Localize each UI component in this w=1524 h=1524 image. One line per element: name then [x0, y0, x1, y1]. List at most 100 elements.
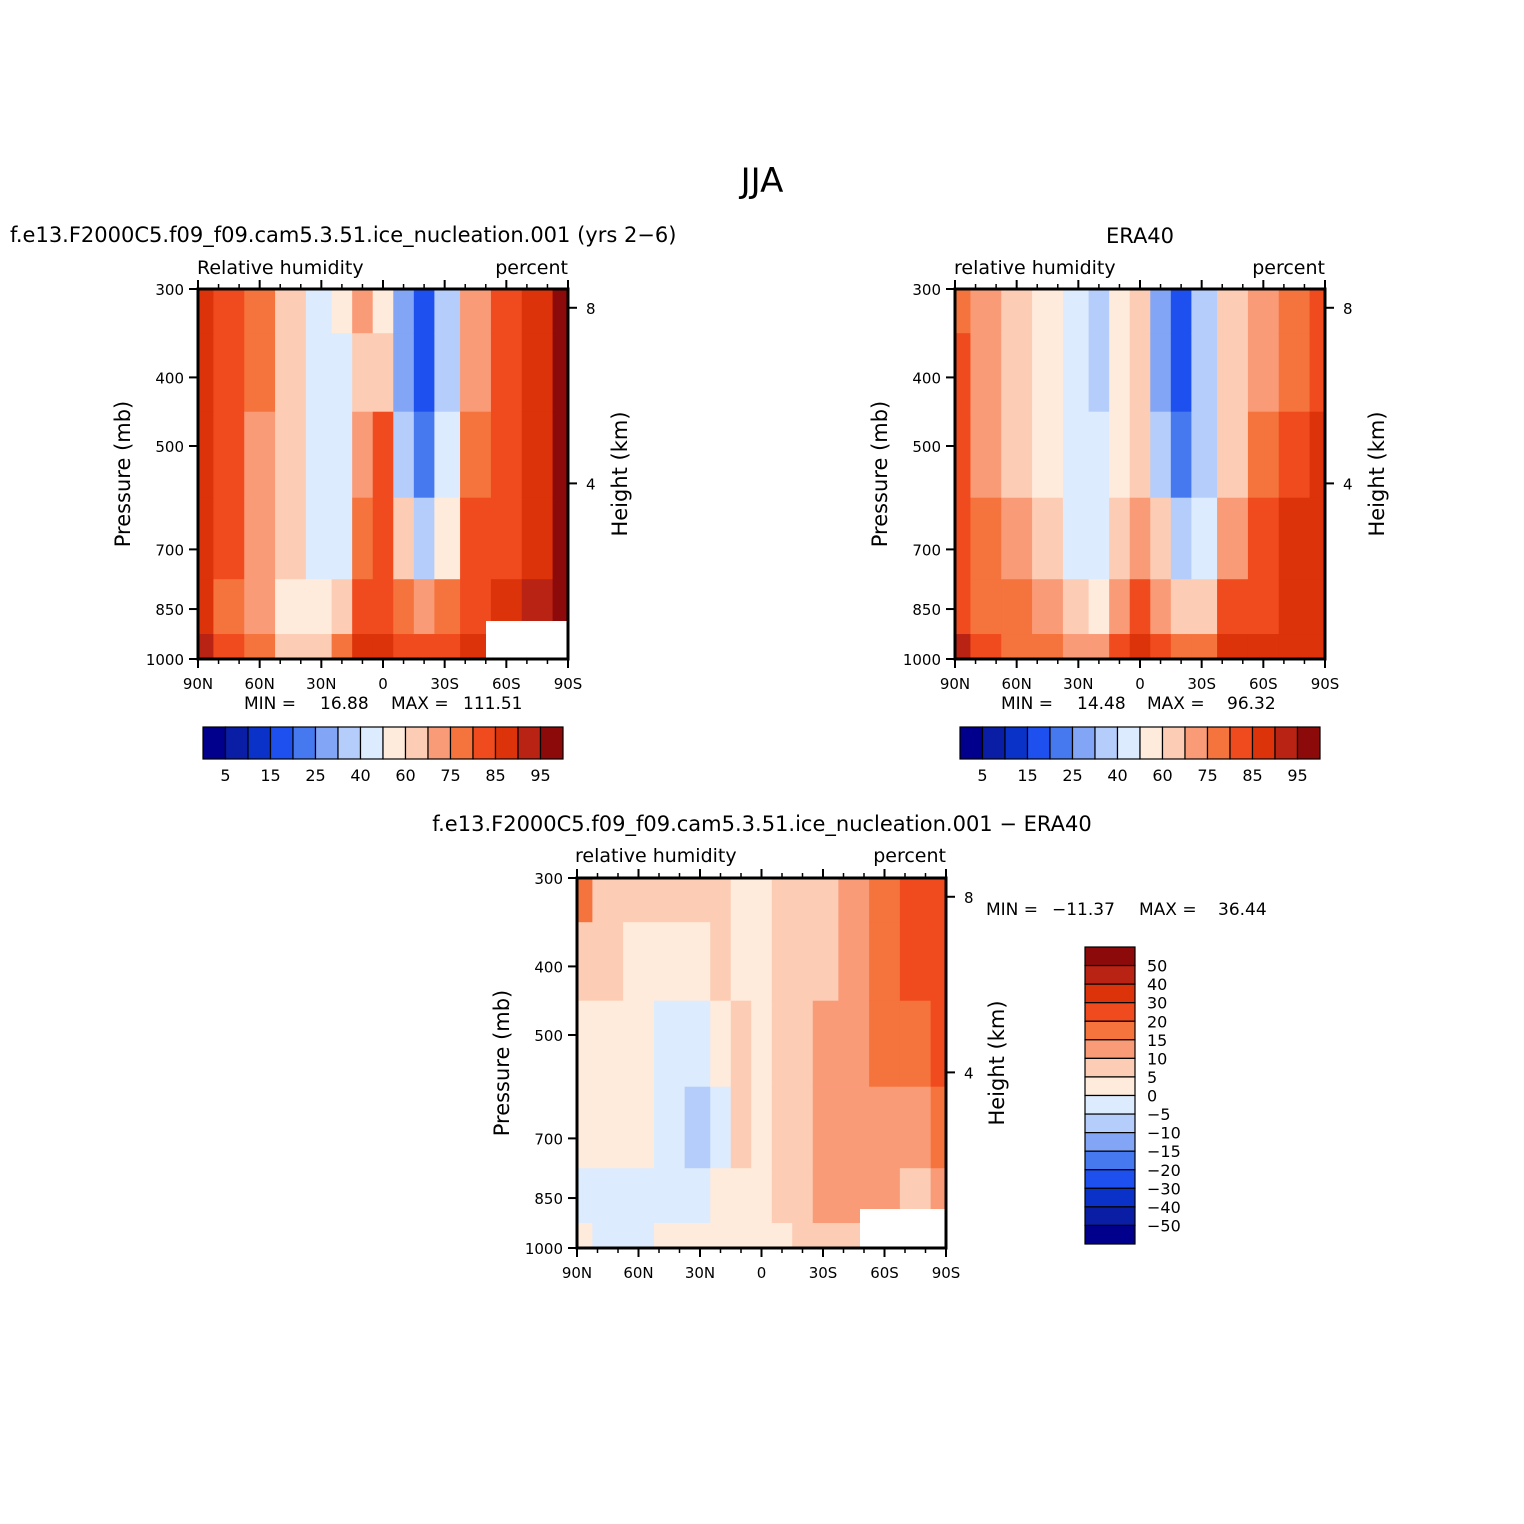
field-cell: [352, 634, 374, 660]
field-cell: [710, 878, 732, 923]
field-cell: [1278, 289, 1311, 334]
field-cell: [623, 878, 655, 923]
y2-tick-label: 4: [964, 1064, 974, 1082]
field-cell: [653, 1000, 686, 1088]
panel-difference-max-label: MAX =: [1139, 900, 1197, 920]
field-cell: [577, 1223, 593, 1249]
field-cell: [1109, 634, 1131, 660]
field-cell: [521, 333, 554, 413]
colorbar-label: 40: [350, 766, 370, 785]
y-tick-label: 300: [155, 281, 184, 299]
field-cell: [955, 497, 972, 580]
panel-difference-variable-label: relative humidity: [575, 845, 737, 867]
field-cell: [372, 497, 394, 580]
colorbar-swatch: [1084, 1169, 1136, 1189]
field-cell: [1062, 289, 1090, 334]
field-cell: [213, 497, 245, 580]
panel-model-y-axis-label: Pressure (mb): [111, 401, 135, 548]
colorbar-swatch: [1139, 726, 1164, 760]
field-cell: [653, 1223, 686, 1249]
field-cell: [1247, 579, 1280, 635]
colorbar-swatch: [1296, 726, 1321, 760]
colorbar-swatch: [1084, 983, 1136, 1004]
field-cell: [213, 411, 245, 499]
colorbar-swatch: [1251, 726, 1276, 760]
field-cell: [1032, 579, 1064, 635]
field-cell: [970, 634, 1002, 660]
field-cell: [244, 579, 276, 635]
y-tick-label: 300: [912, 281, 941, 299]
field-cell: [771, 878, 793, 923]
colorbar-label: 15: [260, 766, 280, 785]
colorbar-label: 15: [1147, 1031, 1167, 1050]
field-cell: [434, 579, 461, 635]
field-cell: [1150, 411, 1172, 499]
field-cell: [792, 922, 814, 1002]
field-cell: [684, 1168, 711, 1224]
field-cell: [331, 333, 353, 413]
field-cell: [244, 497, 276, 580]
field-cell: [413, 497, 435, 580]
field-cell: [1191, 411, 1218, 499]
field-cell: [930, 878, 947, 923]
field-cell: [838, 878, 870, 923]
field-cell: [244, 333, 276, 413]
field-cell: [331, 411, 353, 499]
y2-tick-label: 4: [586, 475, 596, 493]
field-cell: [970, 579, 1002, 635]
x-tick-label: 60N: [623, 1264, 653, 1282]
panel-model-y2-axis-label: Height (km): [608, 411, 632, 536]
field-cell: [393, 289, 415, 334]
field-cell: [1129, 634, 1151, 660]
field-cell: [970, 333, 1002, 413]
field-cell: [1001, 411, 1033, 499]
field-cell: [1062, 579, 1090, 635]
field-cell: [244, 634, 276, 660]
field-cell: [305, 579, 333, 635]
colorbar-swatch: [1084, 1039, 1136, 1059]
field-cell: [1247, 289, 1280, 334]
y-tick-label: 850: [155, 601, 184, 619]
y-tick-label: 500: [534, 1027, 563, 1045]
panel-model-units-label: percent: [495, 257, 568, 279]
field-cell: [213, 634, 245, 660]
panel-difference-y2-axis-label: Height (km): [985, 1000, 1009, 1125]
field-cell: [434, 289, 461, 334]
field-cell: [1088, 333, 1110, 413]
y-tick-label: 700: [155, 541, 184, 559]
field-cell: [372, 634, 394, 660]
field-cell: [1247, 497, 1280, 580]
field-cell: [869, 1086, 901, 1169]
field-cell: [198, 333, 215, 413]
field-cell: [413, 411, 435, 499]
colorbar-swatch: [1071, 726, 1096, 760]
field-cell: [393, 411, 415, 499]
field-cell: [771, 1223, 793, 1249]
field-cell: [930, 1086, 947, 1169]
field-cell: [275, 579, 307, 635]
field-cell: [838, 922, 870, 1002]
panel-model-max-label: MAX =: [391, 694, 449, 714]
field-cell: [490, 333, 523, 413]
colorbar-swatch: [1206, 726, 1231, 760]
field-cell: [305, 497, 333, 580]
field-cell: [1129, 411, 1151, 499]
field-cell: [751, 1000, 773, 1088]
field-cell: [198, 497, 215, 580]
colorbar-swatch: [314, 726, 339, 760]
colorbar-label: 40: [1147, 975, 1167, 994]
field-cell: [244, 289, 276, 334]
x-tick-label: 60N: [245, 675, 275, 693]
field-cell: [751, 1223, 773, 1249]
field-cell: [434, 411, 461, 499]
field-cell: [393, 333, 415, 413]
panel-era40-y-axis-label: Pressure (mb): [868, 401, 892, 548]
field-cell: [490, 411, 523, 499]
colorbar-label: 5: [1147, 1068, 1157, 1087]
panel-era40-max-label: MAX =: [1147, 694, 1205, 714]
field-cell: [352, 289, 374, 334]
panel-era40-colorbar: 5 15 25 40 60 75 85 95: [959, 726, 1321, 785]
colorbar-label: 75: [1197, 766, 1217, 785]
y-tick-label: 300: [534, 870, 563, 888]
colorbar-swatch: [1229, 726, 1254, 760]
